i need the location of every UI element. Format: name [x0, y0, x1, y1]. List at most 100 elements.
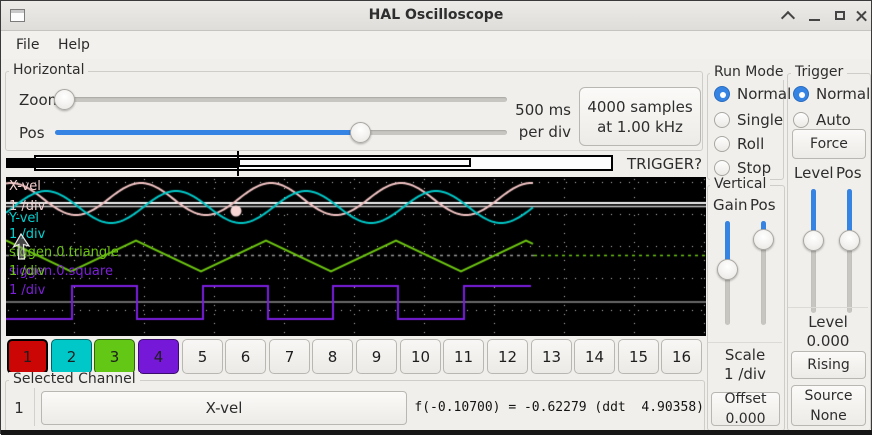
vertical-gain-slider-fill	[725, 221, 730, 270]
window-bottom-edge	[1, 430, 872, 435]
pos-slider-thumb[interactable]	[350, 122, 371, 143]
time-per-div: 500 ms per div	[506, 99, 571, 143]
channel-button-4[interactable]: 4	[138, 339, 179, 374]
channel-button-5[interactable]: 5	[182, 339, 223, 374]
radio-icon[interactable]	[714, 112, 730, 128]
menu-file[interactable]: File	[16, 37, 40, 53]
trigger-group-label: Trigger	[791, 65, 848, 80]
channel-number: 13	[541, 347, 562, 366]
vertical-pos-slider-thumb[interactable]	[753, 229, 774, 250]
channel-number: 16	[671, 347, 692, 366]
vertical-group-label: Vertical	[710, 177, 771, 192]
channel-number: 5	[197, 347, 208, 366]
vertical-pos-slider-track[interactable]	[761, 221, 766, 325]
scope-channel-label: 1 /div	[9, 199, 46, 214]
radio-icon[interactable]	[714, 160, 730, 176]
channel-button-6[interactable]: 6	[225, 339, 266, 374]
channel-button-3[interactable]: 3	[94, 339, 135, 374]
app-icon	[10, 9, 25, 22]
vertical-gain-label: Gain	[713, 196, 748, 214]
record-inner-box	[238, 158, 471, 167]
scope-channel-label: 1 /div	[9, 227, 46, 242]
channel-button-14[interactable]: 14	[574, 339, 615, 374]
radio-icon[interactable]	[714, 136, 730, 152]
force-trigger-button[interactable]: Force	[792, 129, 866, 159]
scope-display[interactable]	[6, 177, 706, 336]
minimize-button[interactable]	[807, 9, 823, 23]
menubar: File Help	[1, 31, 871, 59]
channel-button-7[interactable]: 7	[269, 339, 310, 374]
trigger-level-slider-fill	[811, 189, 816, 241]
horizontal-group	[5, 71, 703, 151]
horizontal-group-label: Horizontal	[9, 63, 89, 78]
scope-channel-label: siggen.0.square	[9, 264, 113, 279]
radio-icon[interactable]	[793, 112, 809, 128]
vertical-scale-caption: Scale	[724, 346, 766, 364]
trigger-option-normal[interactable]: Normal	[793, 85, 870, 103]
channel-button-row: 1 2 3 4 5 6 7 8 9 10 11 12 13 14 15 16	[1, 339, 711, 375]
trigger-pos-slider-track[interactable]	[847, 189, 852, 313]
channel-number: 2	[66, 347, 77, 366]
trigger-option-auto[interactable]: Auto	[793, 111, 851, 129]
selected-channel-source-button[interactable]: X-vel	[41, 391, 407, 425]
shade-button[interactable]	[780, 9, 796, 26]
zoom-slider-thumb[interactable]	[54, 89, 75, 110]
chevron-up-icon	[780, 10, 796, 26]
channel-button-16[interactable]: 16	[661, 339, 702, 374]
channel-button-13[interactable]: 13	[531, 339, 572, 374]
selected-channel-group-label: Selected Channel	[9, 372, 140, 387]
sample-rate-button[interactable]: 4000 samples at 1.00 kHz	[579, 87, 701, 146]
channel-button-9[interactable]: 9	[356, 339, 397, 374]
scope-channel-label: 1 /div	[9, 283, 46, 298]
channel-number: 1	[22, 347, 33, 366]
run-mode-option-label: Single	[737, 111, 784, 129]
channel-button-1[interactable]: 1	[7, 339, 48, 374]
vertical-scale-value: 1 /div	[724, 365, 766, 383]
channel-number: 8	[327, 347, 338, 366]
channel-button-10[interactable]: 10	[400, 339, 441, 374]
zoom-slider-track[interactable]	[55, 97, 507, 102]
channel-button-8[interactable]: 8	[312, 339, 353, 374]
trigger-status: TRIGGER?	[627, 155, 703, 173]
trigger-pos-slider-thumb[interactable]	[839, 230, 860, 251]
record-filled-bar	[6, 158, 238, 168]
vertical-offset-button[interactable]: Offset 0.000	[711, 391, 780, 427]
run-mode-option-stop[interactable]: Stop	[714, 159, 771, 177]
scope-channel-label: Y-vel	[9, 211, 40, 226]
trigger-option-label: Auto	[816, 111, 851, 129]
window-title: HAL Oscilloscope	[368, 7, 504, 23]
maximize-button[interactable]	[833, 9, 849, 23]
trigger-level-label: Level	[794, 164, 834, 182]
record-cursor[interactable]	[237, 151, 239, 176]
trigger-level-slider-track[interactable]	[811, 189, 816, 313]
maximize-icon	[835, 11, 845, 20]
channel-button-2[interactable]: 2	[51, 339, 92, 374]
run-mode-option-normal[interactable]: Normal	[714, 85, 791, 103]
channel-button-15[interactable]: 15	[618, 339, 659, 374]
trigger-pos-slider-fill	[847, 189, 852, 241]
scope-channel-label: X-vel	[9, 179, 41, 194]
run-mode-option-roll[interactable]: Roll	[714, 135, 764, 153]
channel-number: 4	[153, 347, 164, 366]
trigger-edge-button[interactable]: Rising	[791, 351, 866, 379]
divider	[788, 307, 868, 308]
channel-number: 6	[240, 347, 251, 366]
channel-number: 15	[628, 347, 649, 366]
radio-icon[interactable]	[714, 86, 730, 102]
vertical-pos-label: Pos	[750, 196, 776, 214]
radio-icon[interactable]	[793, 86, 809, 102]
zoom-label: Zoom	[19, 91, 63, 109]
trigger-source-button[interactable]: Source None	[791, 385, 866, 426]
close-button[interactable]	[854, 9, 870, 23]
channel-number: 10	[410, 347, 431, 366]
trigger-level-slider-thumb[interactable]	[803, 230, 824, 251]
menu-help[interactable]: Help	[58, 37, 90, 53]
selected-channel-number: 1	[14, 399, 24, 417]
channel-number: 11	[453, 347, 474, 366]
vertical-gain-slider-thumb[interactable]	[717, 259, 738, 280]
channel-button-12[interactable]: 12	[487, 339, 528, 374]
run-mode-option-single[interactable]: Single	[714, 111, 783, 129]
channel-button-11[interactable]: 11	[443, 339, 484, 374]
mouse-cursor-icon	[12, 233, 31, 260]
